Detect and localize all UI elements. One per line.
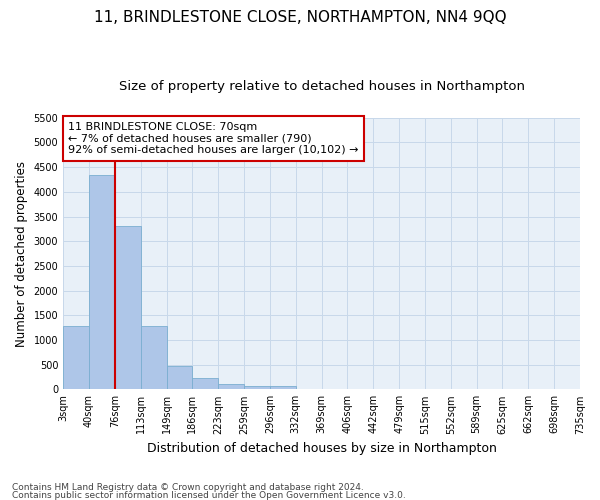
- Text: Contains public sector information licensed under the Open Government Licence v3: Contains public sector information licen…: [12, 490, 406, 500]
- Bar: [193, 378, 218, 390]
- Bar: [218, 384, 244, 390]
- Text: Contains HM Land Registry data © Crown copyright and database right 2024.: Contains HM Land Registry data © Crown c…: [12, 484, 364, 492]
- Bar: [140, 326, 167, 390]
- Bar: [167, 366, 193, 390]
- Bar: [89, 174, 115, 390]
- Y-axis label: Number of detached properties: Number of detached properties: [15, 160, 28, 346]
- Bar: [115, 226, 140, 390]
- Title: Size of property relative to detached houses in Northampton: Size of property relative to detached ho…: [119, 80, 524, 93]
- Text: 11 BRINDLESTONE CLOSE: 70sqm
← 7% of detached houses are smaller (790)
92% of se: 11 BRINDLESTONE CLOSE: 70sqm ← 7% of det…: [68, 122, 359, 155]
- Bar: [244, 386, 270, 390]
- Bar: [270, 386, 296, 390]
- Bar: [63, 326, 89, 390]
- Text: 11, BRINDLESTONE CLOSE, NORTHAMPTON, NN4 9QQ: 11, BRINDLESTONE CLOSE, NORTHAMPTON, NN4…: [94, 10, 506, 25]
- X-axis label: Distribution of detached houses by size in Northampton: Distribution of detached houses by size …: [146, 442, 497, 455]
